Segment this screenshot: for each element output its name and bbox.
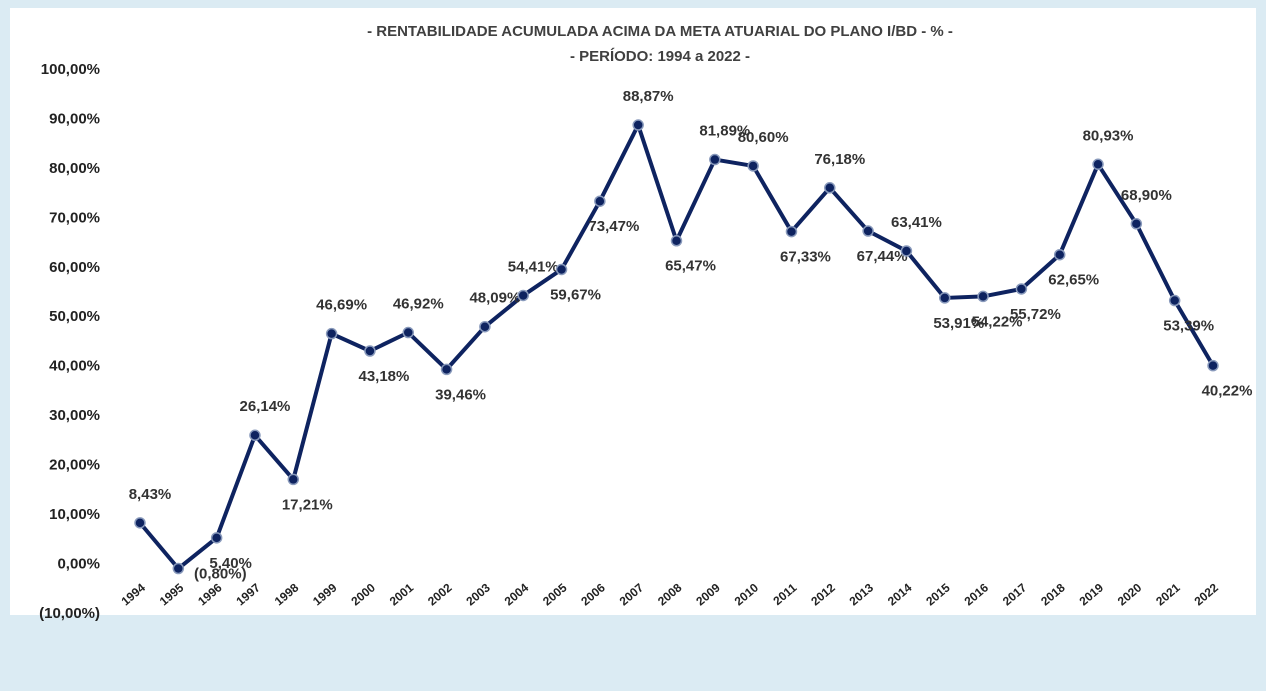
y-tick-label: 80,00% [49,160,100,177]
point-marker [440,363,453,376]
point-marker [517,289,529,302]
data-label: 73,47% [588,218,639,235]
data-label: 39,46% [435,386,486,403]
point-marker [172,562,185,575]
data-label: 26,14% [240,398,291,415]
data-label: 62,65% [1048,272,1099,289]
point-marker [862,225,874,237]
data-label: 63,41% [891,214,942,231]
point-marker [325,327,338,340]
point-marker [1092,158,1104,171]
data-label: 67,44% [857,248,908,265]
data-label: 67,33% [780,249,831,266]
data-label: 65,47% [665,258,716,275]
data-label: 40,22% [1202,383,1253,400]
data-label: 54,41% [508,258,559,275]
point-marker [824,182,836,194]
point-marker [1053,248,1066,261]
data-label: 43,18% [358,368,409,385]
point-marker [900,245,913,257]
chart-title: - RENTABILIDADE ACUMULADA ACIMA DA META … [367,23,953,40]
chart-subtitle: - PERÍODO: 1994 a 2022 - [570,48,750,65]
y-tick-label: 70,00% [49,209,100,226]
data-label: 81,89% [699,123,750,140]
point-marker [479,320,491,333]
data-label: 48,09% [469,290,520,307]
y-tick-label: (10,00%) [39,605,100,622]
point-marker [249,429,261,442]
data-label: 80,60% [738,129,789,146]
data-label: 53,39% [1163,317,1214,334]
point-marker [594,195,606,207]
point-marker [1130,218,1143,230]
y-tick-label: 30,00% [49,407,100,424]
y-tick-label: 100,00% [41,61,100,78]
data-label: 5,40% [209,555,252,572]
point-marker [1207,359,1219,372]
point-marker [632,119,644,131]
point-marker [364,345,376,357]
y-tick-label: 0,00% [57,556,100,573]
chart-area [10,8,1256,615]
data-label: 80,93% [1083,127,1134,144]
y-tick-label: 60,00% [49,259,100,276]
point-marker [977,290,989,303]
point-marker [402,326,414,339]
point-marker [1015,283,1028,295]
data-label: 17,21% [282,496,333,513]
data-label: 8,43% [129,486,172,503]
y-tick-label: 40,00% [49,358,100,375]
point-marker [555,263,568,276]
y-tick-label: 20,00% [49,457,100,474]
point-marker [939,292,951,304]
data-label: 68,90% [1121,187,1172,204]
point-marker [210,532,223,544]
point-marker [785,225,798,238]
data-label: 46,92% [393,295,444,312]
y-tick-label: 10,00% [49,506,100,523]
point-marker [1168,294,1181,307]
point-marker [709,153,721,166]
y-tick-label: 90,00% [49,110,100,127]
point-marker [747,160,759,172]
data-label: (0,80%) [194,565,247,582]
data-label: 46,69% [316,297,367,314]
point-marker [670,235,683,247]
data-label: 54,22% [972,313,1023,330]
point-marker [287,473,300,486]
data-label: 59,67% [550,286,601,303]
y-tick-label: 50,00% [49,308,100,325]
data-label: 88,87% [623,88,674,105]
data-label: 76,18% [814,151,865,168]
point-marker [134,517,146,529]
data-label: 55,72% [1010,306,1061,323]
data-label: 53,91% [933,315,984,332]
